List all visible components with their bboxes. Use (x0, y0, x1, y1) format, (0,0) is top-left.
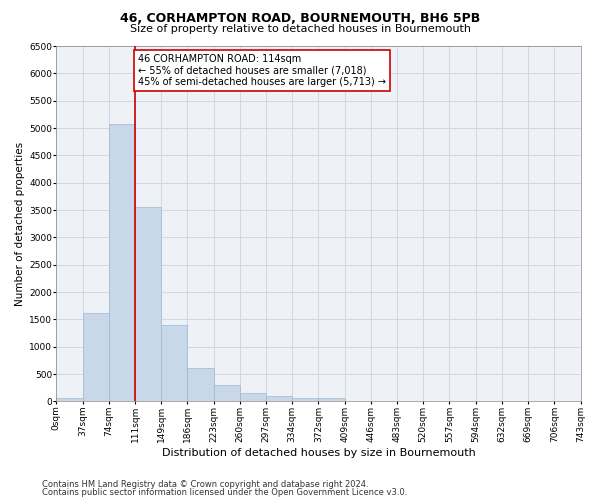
Bar (56, 398, 83, 402)
Bar (292, 398, 319, 402)
Bar (109, 124, 135, 402)
Text: Contains public sector information licensed under the Open Government Licence v3: Contains public sector information licen… (42, 488, 407, 497)
Bar (266, 396, 292, 402)
Bar (214, 384, 240, 402)
Bar (83, 313, 109, 402)
X-axis label: Distribution of detached houses by size in Bournemouth: Distribution of detached houses by size … (161, 448, 475, 458)
Text: Contains HM Land Registry data © Crown copyright and database right 2024.: Contains HM Land Registry data © Crown c… (42, 480, 368, 489)
Text: 46 CORHAMPTON ROAD: 114sqm
← 55% of detached houses are smaller (7,018)
45% of s: 46 CORHAMPTON ROAD: 114sqm ← 55% of deta… (138, 54, 386, 88)
Text: Size of property relative to detached houses in Bournemouth: Size of property relative to detached ho… (130, 24, 470, 34)
Bar (187, 368, 214, 402)
Text: 46, CORHAMPTON ROAD, BOURNEMOUTH, BH6 5PB: 46, CORHAMPTON ROAD, BOURNEMOUTH, BH6 5P… (120, 12, 480, 26)
Y-axis label: Number of detached properties: Number of detached properties (15, 142, 25, 306)
Bar (240, 393, 266, 402)
Bar (319, 398, 344, 402)
Bar (161, 325, 187, 402)
Bar (135, 207, 161, 402)
